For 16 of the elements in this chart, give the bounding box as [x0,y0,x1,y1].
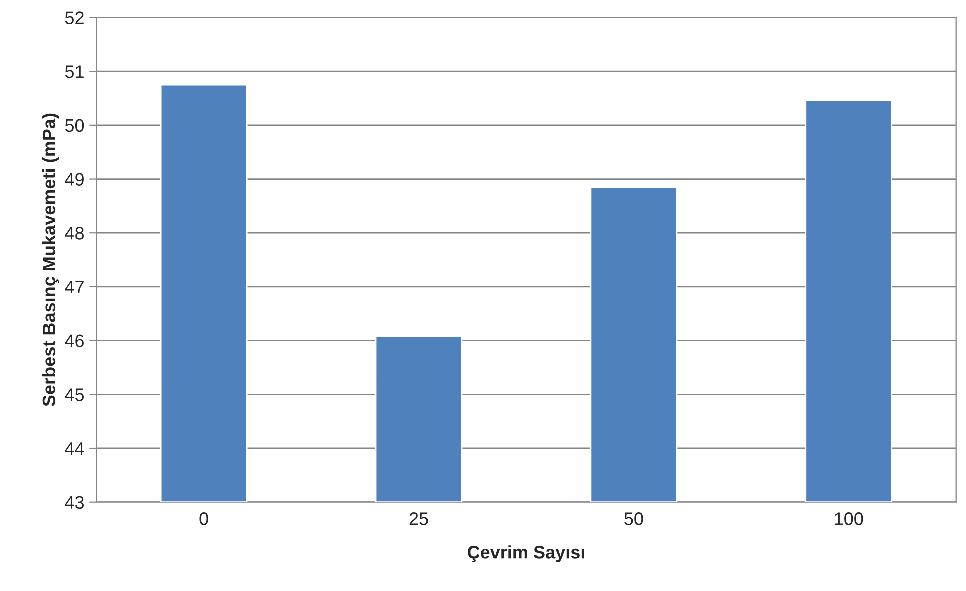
x-tick-label: 100 [835,512,864,526]
y-tick-label: 51 [65,66,84,78]
y-tick-label: 45 [65,388,84,402]
x-tick-label: 50 [624,512,644,526]
y-tick-label: 52 [65,12,84,24]
y-tick-label: 50 [65,119,84,132]
y-tick-label: 44 [65,442,84,456]
y-tick-label: 47 [65,281,84,294]
y-tick-label: 46 [65,334,84,348]
y-axis-title: Serbest Basınç Mukavemeti (mPa) [42,114,60,407]
x-tick-label: 0 [200,512,208,526]
y-tick-label: 43 [65,496,84,510]
y-tick-label: 49 [65,173,84,186]
y-tick-label: 48 [65,227,84,240]
x-axis-title: Çevrim Sayısı [468,546,584,562]
x-tick-label: 25 [410,512,428,526]
